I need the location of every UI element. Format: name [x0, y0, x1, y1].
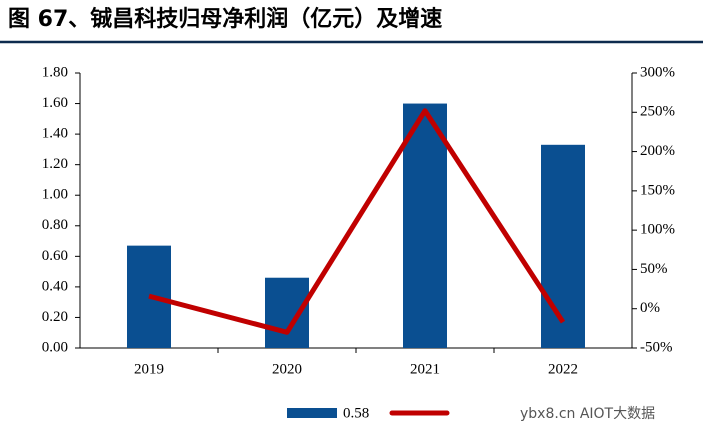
y-tick-label: 1.60 — [42, 95, 68, 111]
y-tick-label: 1.80 — [42, 64, 68, 80]
legend-label: 0.58 — [343, 405, 369, 421]
line — [148, 108, 566, 335]
y-tick-label: 0.40 — [42, 278, 68, 294]
x-tick-label: 2019 — [134, 361, 164, 377]
y2-tick-label: 150% — [640, 182, 675, 198]
y-tick-label: 0.60 — [42, 248, 68, 264]
y2-tick-label: 100% — [640, 222, 675, 238]
y-tick-label: 0.00 — [42, 339, 68, 355]
x-tick-label: 2021 — [410, 361, 440, 377]
y2-tick-label: -50% — [640, 339, 673, 355]
bar — [403, 103, 447, 348]
y-tick-label: 1.00 — [42, 187, 68, 203]
y-tick-label: 0.80 — [42, 217, 68, 233]
y2-tick-label: 200% — [640, 143, 675, 159]
legend-swatch — [287, 408, 337, 418]
y2-tick-label: 250% — [640, 104, 675, 120]
y2-tick-label: 300% — [640, 64, 675, 80]
watermark: ybx8.cn AIOT大数据 — [520, 406, 655, 422]
bar — [265, 277, 309, 348]
y-tick-label: 1.40 — [42, 126, 68, 142]
x-tick-label: 2022 — [548, 361, 578, 377]
y2-tick-label: 0% — [640, 300, 660, 316]
chart-title: 图 67、铖昌科技归母净利润（亿元）及增速 — [8, 6, 442, 32]
y-tick-label: 1.20 — [42, 156, 68, 172]
y-tick-label: 0.20 — [42, 309, 68, 325]
x-tick-label: 2020 — [272, 361, 302, 377]
y2-tick-label: 50% — [640, 261, 668, 277]
bar — [541, 144, 585, 348]
